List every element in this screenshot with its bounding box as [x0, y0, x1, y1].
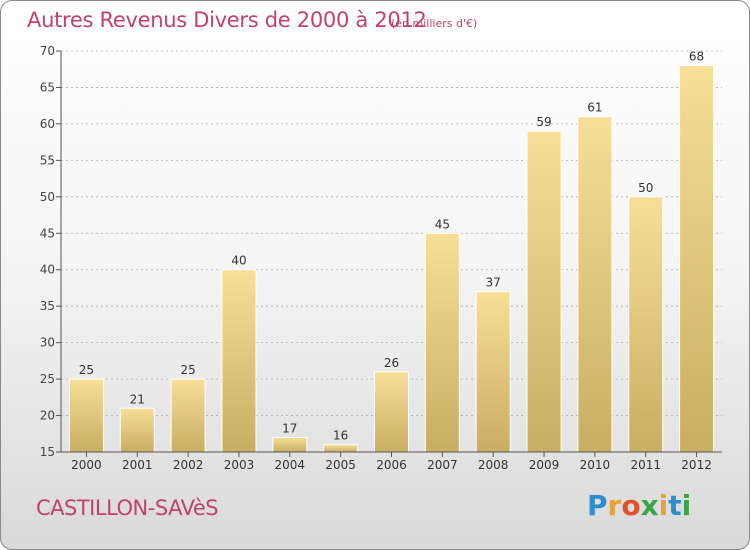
bar	[577, 116, 613, 453]
y-tick-label: 20	[40, 409, 55, 423]
bar-value-label: 25	[79, 363, 94, 377]
bar	[119, 407, 155, 453]
y-tick-label: 15	[40, 445, 55, 459]
x-tick-label: 2006	[376, 458, 407, 472]
bar-value-label: 26	[384, 356, 399, 370]
logo-letter: r	[607, 489, 622, 522]
bar-value-label: 21	[130, 392, 145, 406]
bar	[526, 130, 562, 453]
logo-letter: P	[587, 489, 608, 522]
y-tick-label: 30	[40, 336, 55, 350]
y-tick-label: 70	[40, 44, 55, 58]
x-tick-label: 2005	[325, 458, 356, 472]
bar	[272, 436, 308, 453]
bar	[424, 232, 460, 453]
logo-letter: o	[621, 489, 641, 522]
bars	[68, 65, 715, 453]
logo-letter: t	[668, 489, 682, 522]
bar-value-label: 25	[180, 363, 195, 377]
bar-value-label: 68	[689, 50, 704, 64]
x-tick-label: 2004	[275, 458, 306, 472]
x-tick-label: 2008	[478, 458, 509, 472]
bar	[68, 378, 104, 453]
y-tick-label: 65	[40, 80, 55, 94]
chart-subtitle: (en milliers d'€)	[391, 17, 478, 30]
y-tick-label: 45	[40, 226, 55, 240]
location-name: CASTILLON-SAVèS	[36, 496, 219, 520]
labels: 15 20 25 30 35 40 45 50 55 60 65 70 25 2000 21 2001 25 20…	[40, 44, 712, 472]
x-tick-label: 2002	[173, 458, 204, 472]
axes	[56, 50, 722, 457]
x-tick-label: 2003	[224, 458, 255, 472]
bar-value-label: 17	[282, 421, 297, 435]
x-tick-label: 2001	[122, 458, 153, 472]
bar	[679, 65, 715, 453]
logo-letter: i	[681, 489, 692, 522]
chart-title: Autres Revenus Divers de 2000 à 2012	[27, 8, 427, 32]
x-tick-label: 2011	[630, 458, 661, 472]
y-tick-label: 60	[40, 117, 55, 131]
bar	[170, 378, 206, 453]
x-tick-label: 2007	[427, 458, 458, 472]
bar	[374, 371, 409, 453]
logo-letter: i	[658, 489, 669, 522]
y-tick-label: 35	[40, 299, 55, 313]
logo-letter: x	[640, 489, 659, 522]
bar	[628, 196, 664, 453]
bar-value-label: 61	[587, 101, 602, 115]
bar-value-label: 59	[536, 115, 551, 129]
bar	[221, 269, 257, 453]
x-tick-label: 2009	[529, 458, 560, 472]
bar	[475, 291, 511, 453]
x-tick-label: 2000	[71, 458, 102, 472]
bar-value-label: 16	[333, 429, 348, 443]
bar-value-label: 37	[486, 276, 501, 290]
x-tick-label: 2010	[580, 458, 611, 472]
proxiti-logo: Proxiti	[587, 489, 691, 522]
y-tick-label: 40	[40, 263, 55, 277]
y-tick-label: 50	[40, 190, 55, 204]
y-tick-label: 25	[40, 372, 55, 386]
bar-value-label: 40	[231, 254, 246, 268]
bar	[323, 444, 359, 453]
x-tick-label: 2012	[681, 458, 712, 472]
y-tick-label: 55	[40, 153, 55, 167]
bar-value-label: 50	[638, 181, 653, 195]
bar-value-label: 45	[435, 217, 450, 231]
